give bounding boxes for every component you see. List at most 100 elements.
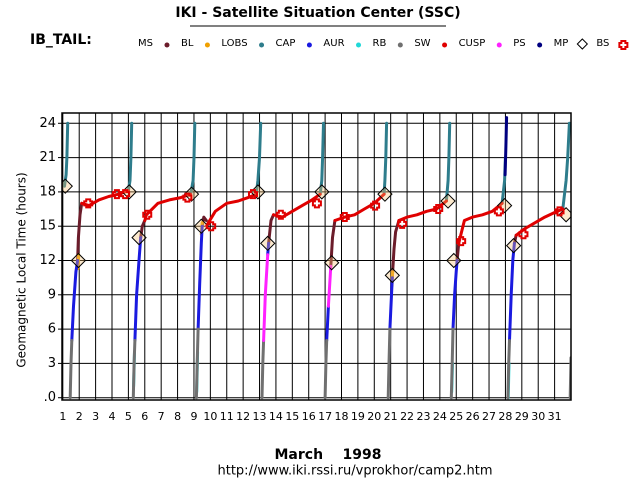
marker-dot <box>397 42 403 48</box>
marker-dot <box>164 42 170 48</box>
x-tick-label: 12 <box>236 410 250 423</box>
x-tick-label: 13 <box>253 410 267 423</box>
x-tick-label: 7 <box>158 410 165 423</box>
marker-cross <box>618 40 629 50</box>
x-tick-label: 26 <box>466 410 480 423</box>
marker-dot <box>259 42 265 48</box>
orbit-track <box>76 221 395 288</box>
x-tick-label: 11 <box>220 410 234 423</box>
legend-label: CUSP <box>459 38 486 49</box>
marker-diamond <box>496 197 513 214</box>
marker-cross <box>493 206 504 217</box>
legend-label: BL <box>181 38 194 49</box>
marker-dot <box>306 42 312 48</box>
x-tick-label: 29 <box>515 410 529 423</box>
x-tick-label: 23 <box>416 410 430 423</box>
marker-diamond <box>505 237 522 254</box>
chart-title: IKI - Satellite Situation Center (SSC) <box>175 5 460 21</box>
url: http://www.iki.rssi.ru/vprokhor/camp2.ht… <box>218 464 493 479</box>
x-tick-label: 18 <box>334 410 348 423</box>
x-tick-label: 4 <box>108 410 115 423</box>
legend-label: MP <box>554 38 569 49</box>
x-tick-label: 1 <box>59 410 66 423</box>
x-tick-label: 19 <box>351 410 365 423</box>
marker-diamond <box>131 229 147 246</box>
marker-cross <box>120 189 131 200</box>
marker-diamond <box>323 255 340 271</box>
marker-cross <box>247 189 258 200</box>
subtitle: IB_TAIL: <box>30 32 92 48</box>
x-tick-label: 6 <box>141 410 148 423</box>
y-tick-label: 15 <box>39 219 56 234</box>
legend: MS BL LOBS CAP AUR RB SW CUSP PS MP BS <box>138 38 629 50</box>
marker-cross <box>339 212 350 223</box>
x-tick-label: 15 <box>285 410 299 423</box>
marker-cross <box>433 204 444 215</box>
x-tick-label: 8 <box>174 410 181 423</box>
marker-cross <box>182 192 193 203</box>
orbit-track <box>503 116 509 177</box>
marker-diamond <box>576 38 589 50</box>
marker-diamond <box>62 178 73 194</box>
legend-label: PS <box>513 38 525 49</box>
orbit-track <box>80 189 565 245</box>
x-tick-label: 27 <box>482 410 496 423</box>
marker-diamond <box>384 267 401 284</box>
marker-diamond <box>260 235 276 252</box>
marker-dot <box>442 42 448 48</box>
legend-label: CAP <box>276 38 296 49</box>
x-tick-label: 5 <box>125 410 132 423</box>
x-tick-label: 31 <box>548 410 562 423</box>
orbit-track <box>262 253 333 342</box>
x-tick-label: 2 <box>76 410 83 423</box>
x-tick-label: 22 <box>400 410 414 423</box>
y-tick-label: 9 <box>48 287 56 302</box>
x-tick-label: 21 <box>384 410 398 423</box>
plot-frame <box>61 112 572 401</box>
marker-cross <box>370 200 381 211</box>
marker-diamond <box>440 193 456 209</box>
plot-area <box>62 116 571 400</box>
orbit-track <box>76 201 518 280</box>
marker-dot <box>356 42 362 48</box>
marker-cross <box>518 229 529 240</box>
marker-cross <box>397 218 408 229</box>
x-tick-label: 3 <box>92 410 99 423</box>
legend-label: MS <box>138 38 153 49</box>
legend-label: RB <box>373 38 387 49</box>
x-tick-label: 16 <box>302 410 316 423</box>
y-tick-label: 24 <box>39 116 56 131</box>
marker-diamond <box>314 184 330 200</box>
x-tick-label: 20 <box>367 410 381 423</box>
x-tick-label: 30 <box>531 410 545 423</box>
grid: 1 2 3 4 5 6 7 8 9 10 11 12 13 14 15 16 17 18 19 20 21 22 23 24 2… <box>39 113 571 423</box>
orbit-track <box>70 224 516 342</box>
y-axis-label: Geomagnetic Local Time (hours) <box>15 172 29 367</box>
x-tick-label: 28 <box>498 410 512 423</box>
x-tick-label: 24 <box>433 410 447 423</box>
marker-diamond <box>193 218 210 234</box>
x-tick-label: 25 <box>449 410 463 423</box>
x-tick-label: 17 <box>318 410 332 423</box>
marker-diamond <box>377 186 393 202</box>
marker-cross <box>206 221 217 232</box>
y-tick-label: 18 <box>39 184 56 199</box>
marker-dot <box>537 42 543 48</box>
x-tick-label: 14 <box>269 410 283 423</box>
x-tick-label: 9 <box>190 410 197 423</box>
legend-label: SW <box>414 38 430 49</box>
marker-dot <box>204 42 210 48</box>
legend-label: BS <box>596 38 609 49</box>
y-tick-label: 21 <box>39 150 56 165</box>
y-tick-label: 12 <box>39 253 56 268</box>
legend-label: AUR <box>323 38 344 49</box>
x-tick-label: 10 <box>203 410 217 423</box>
marker-diamond <box>183 186 200 202</box>
y-tick-label: 6 <box>48 322 56 337</box>
marker-cross <box>83 198 94 209</box>
x-axis-label: March 1998 <box>274 447 381 463</box>
marker-cross <box>275 209 286 220</box>
marker-cross <box>554 206 565 217</box>
marker-cross <box>311 198 322 209</box>
